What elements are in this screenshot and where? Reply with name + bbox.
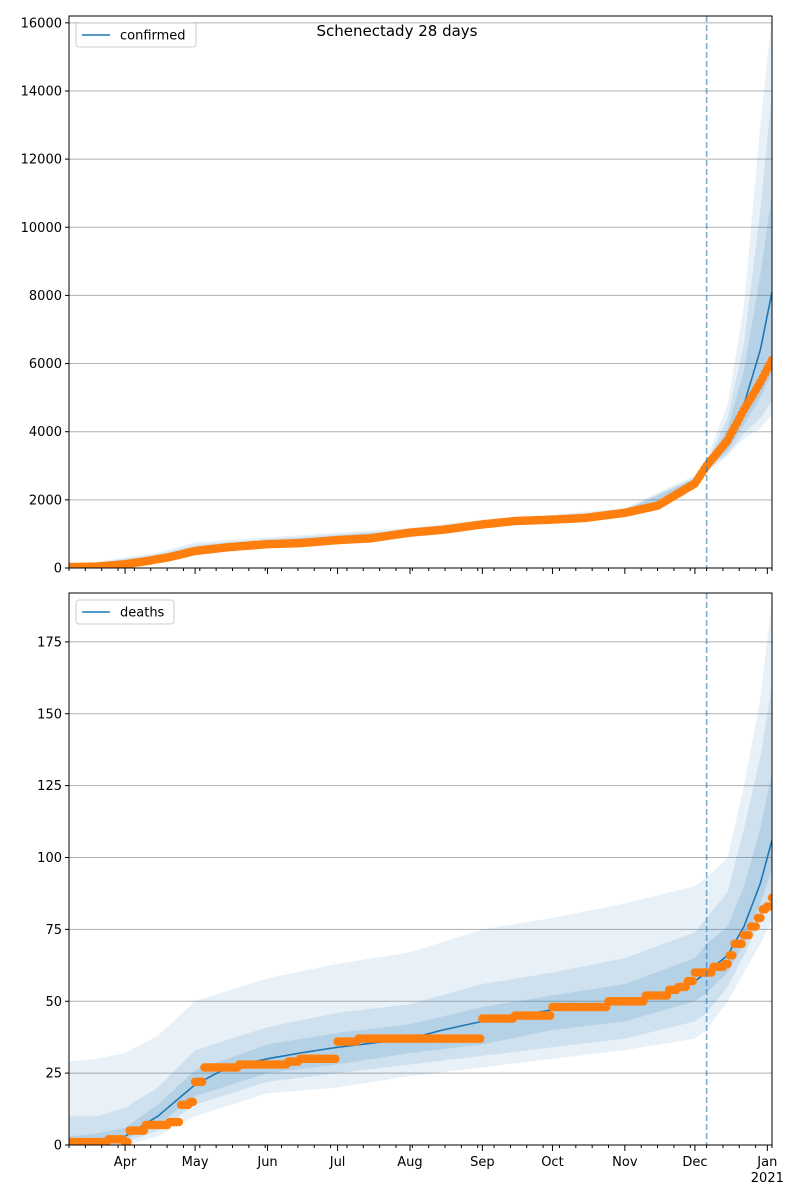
- y-tick-label: 2000: [29, 493, 62, 508]
- x-tick-label: Apr: [114, 1155, 137, 1170]
- y-tick-label: 50: [45, 995, 62, 1010]
- observed-point: [123, 1137, 132, 1145]
- figure-title: Schenectady 28 days: [317, 22, 478, 40]
- y-tick-label: 150: [37, 707, 62, 722]
- y-tick-label: 0: [54, 1139, 62, 1154]
- deaths-panel: 0 25 50 75 100 125 150 175 deaths Apr May Jun Jul Aug…: [37, 592, 784, 1186]
- y-tick-label: 125: [37, 779, 62, 794]
- observed-point: [197, 1077, 207, 1087]
- observed-point: [751, 922, 760, 931]
- x-tick-label: Dec: [682, 1155, 707, 1170]
- observed-point: [475, 1034, 485, 1043]
- x-tick-label: Sep: [470, 1155, 495, 1170]
- x-year-label: 2021: [751, 1171, 784, 1186]
- observed-point: [767, 893, 772, 903]
- observed-point: [331, 1054, 340, 1064]
- y-tick-label: 100: [37, 851, 62, 866]
- y-tick-label: 12000: [21, 153, 62, 168]
- y-tick-label: 25: [45, 1067, 62, 1082]
- observed-point: [744, 930, 753, 940]
- observed-point: [765, 902, 772, 911]
- y-tick-label: 8000: [29, 289, 62, 304]
- legend-label: deaths: [120, 606, 165, 621]
- y-tick-label: 10000: [21, 221, 62, 236]
- x-tick-label: Aug: [397, 1155, 422, 1170]
- x-tick-label: Jul: [329, 1155, 346, 1170]
- plot-area: [69, 598, 772, 1145]
- x-tick-label: May: [182, 1155, 209, 1170]
- confirmed-panel: 0 2000 4000 6000 8000 10000 12000 14000 16000 con…: [21, 15, 773, 577]
- x-tick-label: Nov: [612, 1155, 638, 1170]
- x-tick-label: Jan: [756, 1155, 777, 1170]
- y-tick-label: 14000: [21, 84, 62, 99]
- observed-point: [188, 1097, 198, 1107]
- y-tick-label: 75: [45, 923, 62, 938]
- uncertainty-band: [69, 16, 772, 568]
- axes-frame: [68, 15, 773, 569]
- y-tick-label: 6000: [29, 357, 62, 372]
- legend-label: confirmed: [120, 29, 186, 44]
- uncertainty-band: [69, 685, 772, 1145]
- observed-point: [737, 939, 746, 949]
- observed-point: [756, 913, 765, 923]
- observed-point: [723, 959, 732, 969]
- model-line: [69, 291, 772, 568]
- legend-box: [75, 22, 197, 48]
- observed-point: [728, 951, 737, 960]
- uncertainty-band: [69, 193, 772, 568]
- observed-point: [688, 976, 697, 986]
- y-tick-label: 0: [54, 562, 62, 577]
- observed-point: [545, 1011, 555, 1020]
- x-tick-label: Jun: [256, 1155, 277, 1170]
- x-tick-label: Oct: [541, 1155, 563, 1170]
- legend-box: [75, 599, 175, 625]
- plot-area: [69, 16, 772, 568]
- observed-point: [767, 355, 772, 365]
- y-tick-label: 16000: [21, 16, 62, 31]
- observed-point: [174, 1117, 184, 1127]
- y-tick-label: 175: [37, 635, 62, 650]
- y-tick-label: 4000: [29, 425, 62, 440]
- axes-frame: [68, 592, 773, 1146]
